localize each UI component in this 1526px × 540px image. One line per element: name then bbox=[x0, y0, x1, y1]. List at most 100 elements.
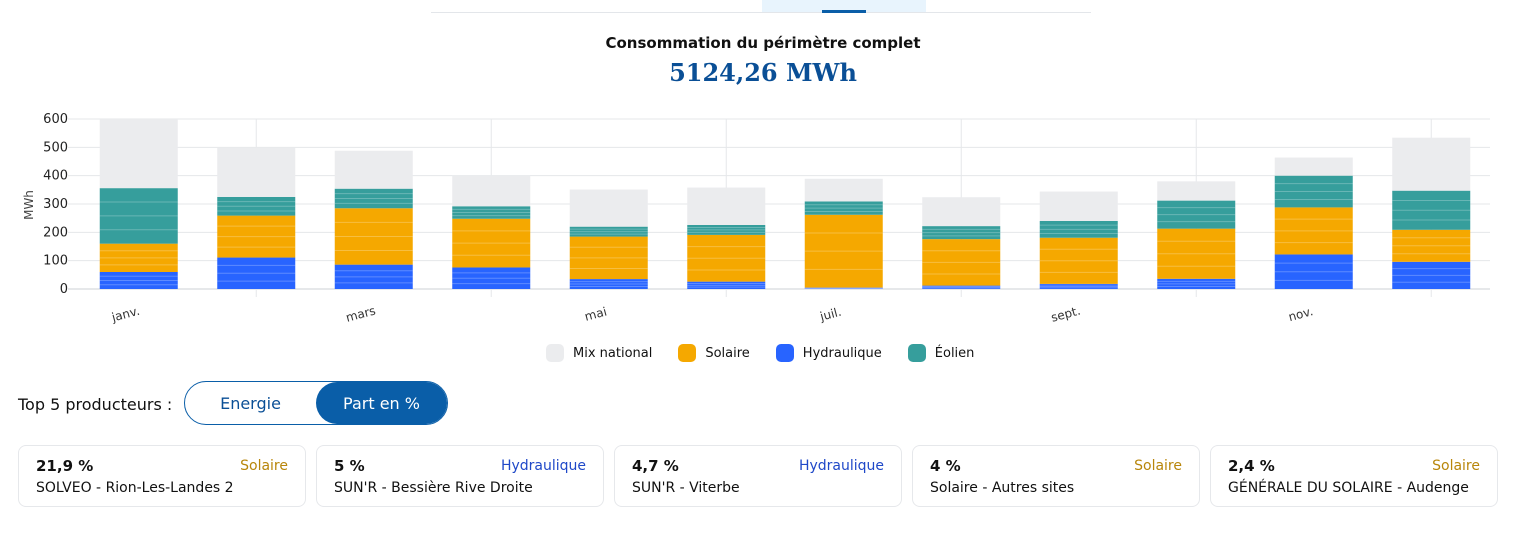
tab-bar-divider bbox=[431, 12, 1091, 13]
producer-card: 2,4 % Solaire GÉNÉRALE DU SOLAIRE - Audeng… bbox=[1210, 445, 1498, 507]
legend-label: Hydraulique bbox=[802, 345, 882, 361]
bar-segment-solaire bbox=[99, 243, 178, 272]
producer-type: Solaire bbox=[240, 458, 288, 474]
producer-type: Hydraulique bbox=[500, 458, 586, 474]
legend-swatch-mix bbox=[546, 344, 564, 362]
producer-share: 5 % bbox=[334, 457, 365, 475]
bar-segment-eolien bbox=[217, 196, 296, 216]
y-tick-label: 100 bbox=[43, 254, 68, 269]
legend-swatch-hydraulique bbox=[775, 344, 794, 362]
x-tick-label: sept. bbox=[1050, 304, 1082, 325]
bar-segment-mix bbox=[569, 189, 648, 227]
x-tick-label: juil. bbox=[818, 305, 843, 324]
bar-segment-eolien bbox=[334, 188, 413, 209]
bar-segment-eolien bbox=[1157, 200, 1236, 229]
toggle-part-button[interactable]: Part en % bbox=[316, 382, 447, 424]
bar-segment-hydraulique bbox=[334, 264, 413, 289]
legend-label: Éolien bbox=[934, 345, 975, 361]
bar-segment-mix bbox=[217, 147, 296, 197]
bar-segment-hydraulique bbox=[922, 285, 1001, 289]
producer-card: 4 % Solaire Solaire - Autres sites bbox=[912, 445, 1200, 507]
bar-segment-hydraulique bbox=[1274, 254, 1353, 289]
bar-segment-mix bbox=[687, 187, 766, 225]
top5-label: Top 5 producteurs : bbox=[18, 395, 173, 414]
x-tick-label: janv. bbox=[109, 304, 141, 325]
bar-segment-hydraulique bbox=[1157, 278, 1236, 289]
bar-segment-mix bbox=[1157, 181, 1236, 201]
bar-segment-hydraulique bbox=[687, 281, 766, 289]
producer-name: GÉNÉRALE DU SOLAIRE - Audenge bbox=[1228, 480, 1469, 496]
bar-segment-solaire bbox=[1157, 228, 1236, 279]
bar-segment-hydraulique bbox=[1039, 283, 1118, 289]
bar-segment-solaire bbox=[687, 234, 766, 282]
bar-segment-mix bbox=[1274, 157, 1353, 176]
bar-segment-eolien bbox=[1392, 190, 1471, 230]
y-tick-label: 0 bbox=[60, 282, 68, 297]
producer-name: SOLVEO - Rion-Les-Landes 2 bbox=[36, 480, 234, 496]
y-tick-label: 400 bbox=[43, 169, 68, 184]
producer-name: SUN'R - Bessière Rive Droite bbox=[334, 480, 533, 496]
bar-segment-mix bbox=[452, 175, 531, 207]
chart-legend: Mix national Solaire Hydraulique Éolien bbox=[546, 344, 974, 362]
producer-share: 21,9 % bbox=[36, 457, 94, 475]
producer-type: Hydraulique bbox=[798, 458, 884, 474]
stacked-bar-chart: 0 100 200 300 400 500 600 MWh janv. mars mai juil. s… bbox=[22, 112, 1490, 325]
producer-type: Solaire bbox=[1134, 458, 1182, 474]
unit-toggle: Energie Part en % bbox=[184, 381, 448, 425]
bar-segment-mix bbox=[804, 178, 883, 202]
producer-card: 21,9 % Solaire SOLVEO - Rion-Les-Landes 2 bbox=[18, 445, 306, 507]
bar-segment-hydraulique bbox=[804, 287, 883, 289]
y-tick-label: 600 bbox=[43, 112, 68, 127]
chart-title: Consommation du périmètre complet bbox=[605, 34, 921, 52]
bar-segment-eolien bbox=[922, 226, 1001, 240]
y-axis-label: MWh bbox=[22, 190, 36, 220]
bar-segment-solaire bbox=[334, 208, 413, 265]
total-consumption: 5124,26 MWh bbox=[669, 58, 857, 87]
toggle-energie-button[interactable]: Energie bbox=[220, 393, 281, 413]
bar-segment-solaire bbox=[569, 236, 648, 280]
bar-segment-solaire bbox=[1392, 229, 1471, 262]
y-tick-label: 500 bbox=[43, 140, 68, 155]
legend-swatch-solaire bbox=[678, 344, 697, 362]
producer-card: 5 % Hydraulique SUN'R - Bessière Rive Droi… bbox=[316, 445, 604, 507]
bar-segment-hydraulique bbox=[1392, 261, 1471, 289]
bar-segment-solaire bbox=[217, 215, 296, 258]
y-tick-label: 300 bbox=[43, 197, 68, 212]
producer-cards: 21,9 % Solaire SOLVEO - Rion-Les-Landes 2 … bbox=[18, 445, 1498, 507]
bar-segment-mix bbox=[922, 197, 1001, 227]
y-tick-label: 200 bbox=[43, 225, 68, 240]
producer-type: Solaire bbox=[1432, 458, 1480, 474]
bar-segment-solaire bbox=[452, 218, 531, 268]
bar-segment-hydraulique bbox=[569, 279, 648, 289]
bar-segment-eolien bbox=[99, 188, 178, 244]
active-tab-indicator bbox=[822, 10, 866, 13]
bar-segment-mix bbox=[1392, 137, 1471, 191]
bar-segment-solaire bbox=[1274, 207, 1353, 255]
bar-segment-hydraulique bbox=[217, 257, 296, 289]
legend-item-mix[interactable]: Mix national bbox=[546, 344, 652, 362]
legend-item-solaire[interactable]: Solaire bbox=[678, 344, 750, 362]
producer-name: Solaire - Autres sites bbox=[930, 480, 1075, 496]
legend-item-eolien[interactable]: Éolien bbox=[907, 344, 975, 362]
x-tick-label: mai bbox=[583, 304, 608, 323]
bar-segment-solaire bbox=[1039, 237, 1118, 284]
producer-share: 4,7 % bbox=[632, 457, 679, 475]
producer-share: 4 % bbox=[930, 457, 961, 475]
producer-share: 2,4 % bbox=[1228, 457, 1275, 475]
legend-swatch-eolien bbox=[907, 344, 926, 362]
legend-label: Mix national bbox=[573, 345, 653, 361]
bar-segment-eolien bbox=[569, 226, 648, 237]
producer-card: 4,7 % Hydraulique SUN'R - Viterbe bbox=[614, 445, 902, 507]
bar-segment-hydraulique bbox=[452, 267, 531, 289]
legend-label: Solaire bbox=[705, 345, 750, 361]
producer-name: SUN'R - Viterbe bbox=[632, 480, 740, 496]
bar-segment-eolien bbox=[452, 206, 531, 219]
legend-item-hydraulique[interactable]: Hydraulique bbox=[775, 344, 882, 362]
x-tick-label: nov. bbox=[1287, 304, 1315, 324]
bar-segment-eolien bbox=[687, 224, 766, 235]
bar-segment-mix bbox=[334, 150, 413, 189]
active-tab-background[interactable] bbox=[762, 0, 926, 12]
bar-segment-solaire bbox=[922, 239, 1001, 286]
bar-segment-eolien bbox=[804, 201, 883, 215]
bar-segment-hydraulique bbox=[99, 272, 178, 289]
